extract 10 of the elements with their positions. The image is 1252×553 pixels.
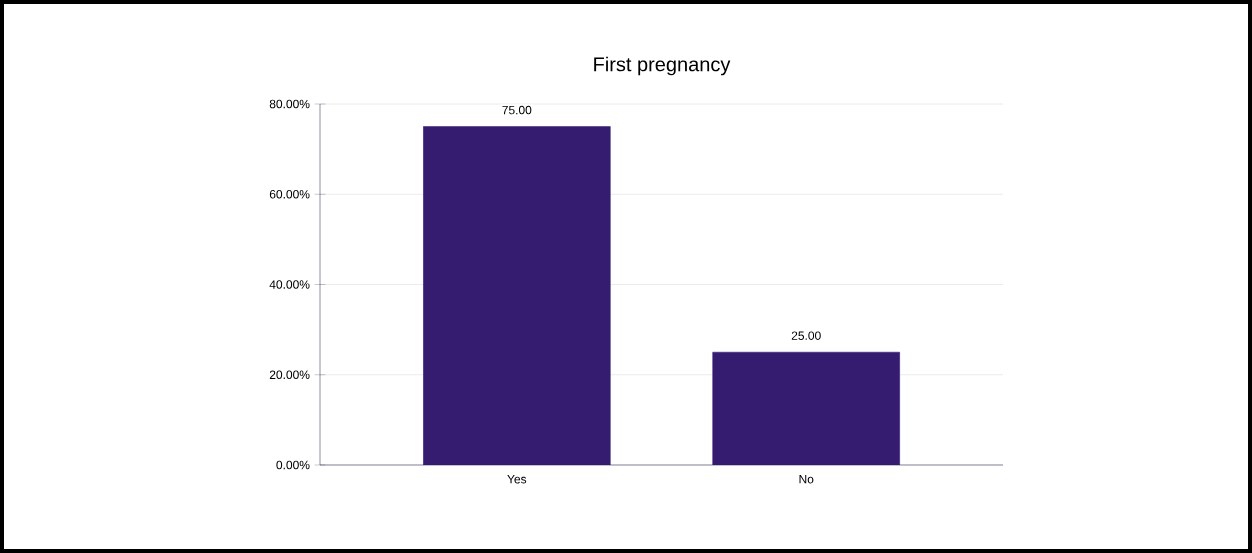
x-tick-label: Yes (507, 475, 527, 484)
y-tick-label: 20.00% (269, 370, 310, 380)
y-tick-label: 40.00% (269, 280, 310, 289)
y-tick-label: 0.00% (276, 460, 310, 470)
x-tick-label: No (799, 475, 814, 484)
data-label: 25.00 (791, 331, 821, 340)
data-label: 75.00 (502, 105, 532, 115)
y-tick-label: 60.00% (269, 190, 310, 199)
y-tick-label: 80.00% (269, 99, 310, 109)
chart-title: First pregnancy (594, 56, 731, 76)
